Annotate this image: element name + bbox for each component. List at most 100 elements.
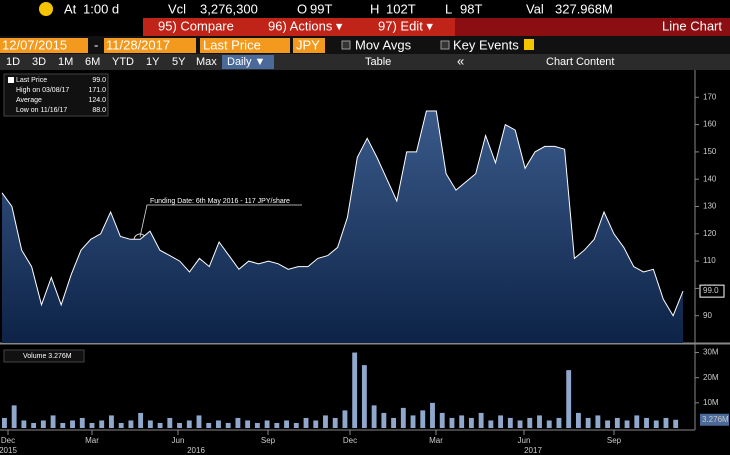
annotation: Funding Date: 6th May 2016 - 117 JPY/sha… bbox=[150, 198, 290, 205]
volume-bar bbox=[254, 422, 260, 428]
collapse-button[interactable]: « bbox=[457, 53, 464, 68]
control-currency: JPY bbox=[296, 37, 320, 52]
volume-bar bbox=[138, 412, 144, 428]
volume-bar bbox=[167, 417, 173, 428]
volume-bar bbox=[235, 417, 241, 428]
period-button[interactable]: 1D bbox=[6, 56, 20, 68]
volume-bar bbox=[40, 420, 46, 428]
volume-bar bbox=[342, 410, 348, 428]
menu-button[interactable]: 97) Edit ▾ bbox=[378, 18, 433, 33]
volume-bar bbox=[323, 415, 328, 428]
volume-bar bbox=[537, 415, 542, 428]
volume-bar bbox=[50, 415, 56, 428]
volume-bar bbox=[605, 420, 611, 428]
volume-bar bbox=[585, 417, 591, 428]
volume-bar bbox=[634, 415, 640, 428]
menu-button[interactable]: 96) Actions ▾ bbox=[268, 18, 343, 33]
volume-bar bbox=[556, 417, 562, 428]
last-price-label: 99.0 bbox=[703, 286, 719, 295]
volume-bar bbox=[274, 422, 280, 428]
volume-bar bbox=[264, 420, 270, 428]
y-tick-label: 130 bbox=[703, 202, 717, 211]
legend-value: 99.0 bbox=[92, 77, 106, 84]
volume-bar bbox=[128, 420, 134, 428]
start-date-input[interactable] bbox=[0, 38, 88, 53]
volume-bar bbox=[653, 420, 659, 428]
volume-bar bbox=[507, 417, 513, 428]
volume-bar bbox=[303, 417, 309, 428]
quote-value: 99T bbox=[310, 1, 332, 16]
legend-swatch bbox=[8, 77, 14, 83]
volume-bar bbox=[673, 419, 679, 428]
volume-bar bbox=[361, 365, 367, 428]
control-mov-avgs: Mov Avgs bbox=[355, 37, 412, 52]
volume-bar bbox=[371, 405, 377, 428]
volume-bar bbox=[517, 420, 523, 428]
frequency-select[interactable] bbox=[222, 55, 274, 69]
volume-bar bbox=[118, 422, 124, 428]
period-button[interactable]: 6M bbox=[85, 56, 100, 68]
period-button[interactable]: Max bbox=[196, 56, 217, 68]
volume-tag bbox=[700, 413, 729, 426]
legend-name: Low on 11/16/17 bbox=[16, 107, 67, 114]
volume-bar bbox=[449, 417, 455, 428]
volume-bar bbox=[89, 422, 95, 428]
y-tick-label: 110 bbox=[703, 256, 716, 265]
legend-value: 124.0 bbox=[88, 97, 106, 104]
quote-value: 1:00 d bbox=[83, 1, 119, 16]
volume-bar bbox=[624, 420, 630, 428]
volume-bar bbox=[157, 422, 163, 428]
period-button[interactable]: 1M bbox=[58, 56, 73, 68]
currency-select[interactable] bbox=[293, 38, 325, 53]
volume-bar bbox=[391, 417, 397, 428]
volume-bar bbox=[21, 420, 27, 428]
volume-legend: Volume 3.276M bbox=[23, 353, 72, 360]
field-select[interactable] bbox=[200, 38, 290, 53]
volume-bar bbox=[225, 422, 231, 428]
chart-content-button[interactable]: Chart Content bbox=[546, 56, 614, 68]
menu-button[interactable]: 95) Compare bbox=[158, 18, 234, 33]
year-label: 2017 bbox=[524, 446, 542, 455]
quote-label: Vcl bbox=[168, 1, 186, 16]
control-key-events: Key Events bbox=[453, 37, 519, 52]
volume-bar bbox=[410, 415, 416, 428]
key-events-checkbox[interactable] bbox=[440, 40, 450, 50]
legend-box bbox=[3, 73, 109, 117]
volume-bar bbox=[2, 417, 7, 428]
table-button[interactable]: Table bbox=[365, 56, 391, 68]
mov-avgs-checkbox[interactable] bbox=[341, 40, 351, 50]
x-tick-label: Dec bbox=[1, 436, 15, 445]
volume-legend-box bbox=[3, 349, 85, 363]
control-end-date: 11/28/2017 bbox=[106, 37, 170, 52]
last-price-tag bbox=[699, 284, 725, 298]
control-field: Last Price bbox=[203, 37, 261, 52]
info-icon[interactable] bbox=[524, 39, 534, 50]
volume-bar bbox=[284, 420, 289, 428]
volume-bar bbox=[420, 410, 426, 428]
volume-bar bbox=[527, 417, 533, 428]
volume-bar bbox=[430, 402, 435, 428]
period-button[interactable]: 3D bbox=[32, 56, 46, 68]
volume-bar bbox=[206, 422, 212, 428]
x-tick-label: Sep bbox=[607, 436, 622, 445]
y-tick-label: 170 bbox=[703, 92, 717, 101]
x-tick-label: Jun bbox=[518, 436, 531, 445]
period-button[interactable]: 1Y bbox=[146, 56, 160, 68]
end-date-input[interactable] bbox=[104, 38, 196, 53]
y-tick-label: 10M bbox=[703, 398, 719, 407]
period-button[interactable]: 5Y bbox=[172, 56, 186, 68]
volume-bar bbox=[70, 420, 75, 428]
y-tick-label: 140 bbox=[703, 174, 717, 183]
quote-value: 102T bbox=[386, 1, 416, 16]
volume-bar bbox=[177, 422, 182, 428]
period-button[interactable]: YTD bbox=[112, 56, 134, 68]
quote-label: H bbox=[370, 1, 379, 16]
volume-bar bbox=[439, 412, 445, 428]
legend-value: 171.0 bbox=[88, 87, 106, 94]
legend-name: Last Price bbox=[16, 77, 47, 84]
volume-bar bbox=[216, 420, 221, 428]
volume-bar bbox=[79, 417, 85, 428]
volume-bar bbox=[332, 417, 338, 428]
volume-bar bbox=[186, 420, 192, 428]
